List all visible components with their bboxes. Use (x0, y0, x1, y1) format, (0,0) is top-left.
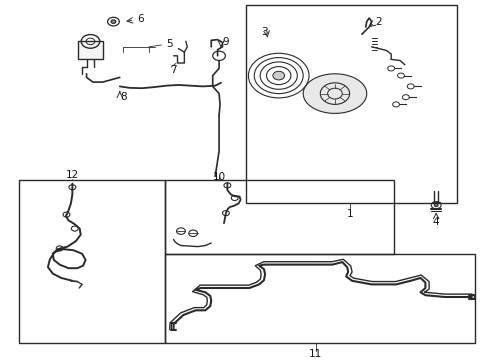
Polygon shape (303, 74, 366, 113)
Text: 7: 7 (169, 65, 176, 75)
Text: 8: 8 (120, 92, 127, 102)
Text: 6: 6 (137, 14, 144, 24)
Bar (165, 180, 393, 254)
Bar (165, 254, 474, 343)
Circle shape (272, 71, 284, 80)
Text: 11: 11 (308, 348, 322, 359)
Text: 5: 5 (165, 39, 172, 49)
Text: 2: 2 (374, 17, 381, 27)
Text: 9: 9 (222, 37, 229, 48)
Text: 10: 10 (212, 172, 225, 182)
Text: 3: 3 (260, 27, 267, 37)
Circle shape (111, 20, 116, 23)
Bar (78, 41, 102, 59)
Circle shape (433, 204, 437, 207)
Text: 1: 1 (346, 209, 353, 219)
Text: 12: 12 (65, 170, 79, 180)
Bar (19, 180, 165, 343)
Text: 4: 4 (432, 217, 439, 227)
Bar (245, 5, 456, 203)
